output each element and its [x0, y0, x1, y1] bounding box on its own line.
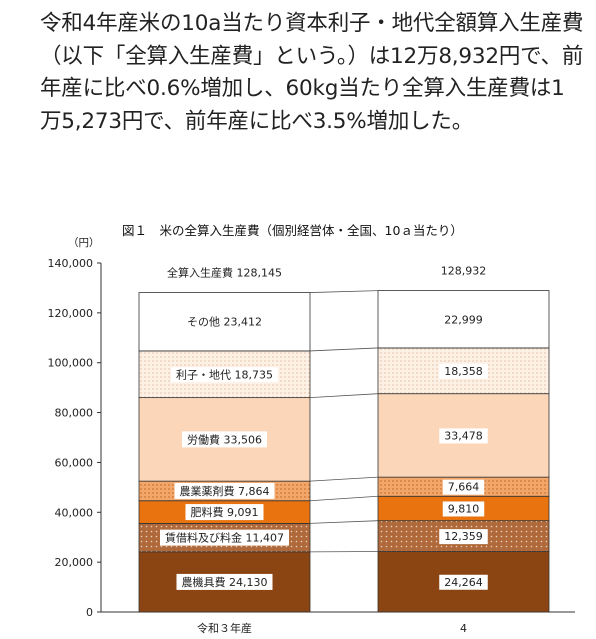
y-tick-label: 140,000 — [48, 257, 94, 270]
x-category-label: 4 — [460, 622, 467, 635]
summary-text: 令和4年産米の10a当たり資本利子・地代全額算入生産費（以下「全算入生産費」とい… — [40, 11, 584, 134]
segment-label-background — [185, 504, 264, 521]
y-tick-label: 60,000 — [55, 456, 94, 469]
total-value-label: 128,932 — [441, 265, 487, 278]
segment-value-label: 農業薬剤費 7,864 — [180, 484, 270, 498]
segment-value-label: 24,264 — [444, 576, 483, 589]
y-tick-label: 100,000 — [48, 357, 94, 370]
chart-title: 図１ 米の全算入生産費（個別経営体・全国、10ａ当たり） — [122, 223, 463, 238]
y-tick-label: 120,000 — [48, 307, 94, 320]
y-tick-label: 80,000 — [55, 407, 94, 420]
segment-value-label: 22,999 — [444, 313, 483, 326]
segment-label-background — [160, 529, 289, 546]
connector-line — [309, 520, 379, 524]
segment-value-label: 33,478 — [444, 429, 483, 442]
segment-value-label: 9,810 — [448, 502, 480, 515]
y-tick-label: 40,000 — [55, 506, 94, 519]
bar-segment-6 — [138, 350, 311, 399]
segment-label-background — [176, 573, 273, 590]
segment-label-background — [171, 367, 278, 383]
segment-value-label: 18,358 — [444, 365, 483, 378]
connector-line — [309, 347, 379, 352]
y-tick-label: 20,000 — [55, 556, 94, 569]
segment-label-background — [439, 529, 488, 545]
segment-label-background — [174, 482, 275, 499]
segment-value-label: その他 23,412 — [187, 316, 262, 329]
y-axis-unit: （円） — [68, 237, 100, 249]
connector-line — [309, 476, 379, 482]
segment-label-background — [182, 314, 267, 330]
segment-label-background — [439, 574, 488, 590]
connector-line — [309, 290, 379, 293]
segment-value-label: 賃借料及び料金 11,407 — [165, 531, 284, 545]
segment-value-label: 利子・地代 18,735 — [176, 368, 273, 381]
segment-label-background — [439, 363, 488, 379]
y-tick-label: 0 — [86, 606, 93, 619]
connector-line — [309, 393, 379, 399]
segment-value-label: 12,359 — [444, 530, 483, 543]
segment-label-background — [182, 431, 267, 448]
x-category-label: 令和３年産 — [197, 621, 252, 635]
segment-value-label: 肥料費 9,091 — [191, 505, 259, 519]
segment-label-background — [439, 312, 488, 328]
segment-label-background — [439, 428, 488, 444]
segment-value-label: 労働費 33,506 — [187, 432, 262, 446]
segment-value-label: 農機具費 24,130 — [182, 575, 268, 589]
segment-label-background — [442, 501, 485, 517]
connector-line — [309, 495, 379, 502]
total-value-label: 全算入生産費 128,145 — [167, 266, 282, 280]
segment-value-label: 7,664 — [448, 481, 480, 494]
segment-label-background — [442, 479, 485, 495]
